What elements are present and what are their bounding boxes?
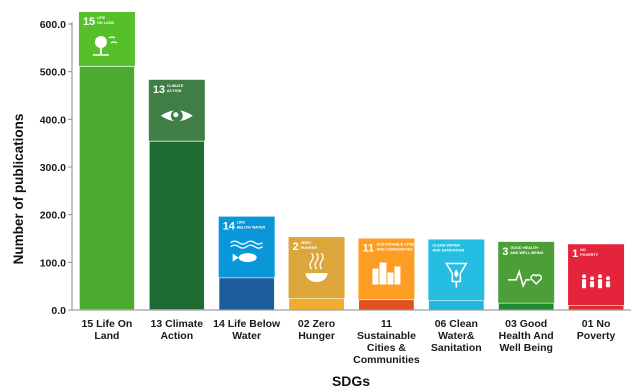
tree-icon	[92, 36, 118, 56]
sdg-label: AND SANITATION	[432, 248, 464, 252]
y-tick-label: 200.0	[40, 210, 66, 222]
x-tick-label: 06 Clean	[435, 318, 478, 330]
x-axis-title: SDGs	[332, 373, 370, 389]
sdg-tile-background	[78, 12, 135, 66]
bars	[78, 65, 625, 311]
y-tick-label: 0.0	[51, 305, 66, 317]
x-tick-label: 15 Life On	[82, 318, 133, 330]
bar	[218, 276, 276, 311]
sdg-number: 13	[153, 84, 165, 96]
y-tick-label: 300.0	[40, 162, 66, 174]
x-tick-label: Water	[232, 330, 261, 342]
heartbeat-icon	[508, 269, 542, 289]
x-tick-label: Sustainable	[357, 330, 416, 342]
x-tick-label: Well Being	[499, 342, 552, 354]
sdg-number: 14	[223, 221, 236, 233]
x-tick-label: Sanitation	[431, 342, 482, 354]
y-axis: 0.0 100.0 200.0 300.0 400.0 500.0 600.0	[40, 19, 73, 317]
bar	[287, 297, 346, 311]
sdg-label: LIFE	[237, 221, 246, 225]
sdg-label: CLIMATE	[167, 84, 184, 88]
sdg-tile-background	[498, 241, 555, 303]
sdg-number: 3	[502, 246, 508, 258]
x-tick-label: Action	[160, 330, 193, 342]
bar	[427, 299, 485, 311]
y-axis-title: Number of publications	[11, 114, 26, 265]
sdg-label: HUNGER	[301, 246, 318, 250]
sdg-tile-background	[288, 237, 345, 299]
sdg-label: ON LAND	[97, 21, 115, 25]
bar	[357, 298, 416, 311]
fish-icon	[230, 240, 264, 263]
x-tick-label: 03 Good	[505, 318, 547, 330]
y-tick-label: 400.0	[40, 114, 66, 126]
sdg-number: 15	[83, 16, 95, 28]
sdg-label: AND WELL-BEING	[510, 251, 543, 255]
sdg-label: AND COMMUNITIES	[376, 248, 413, 252]
sdg-label: NO	[580, 248, 586, 252]
sdg-label: LIFE	[97, 16, 106, 20]
sdg-label: CLEAN WATER	[432, 243, 460, 247]
sdg-label: POVERTY	[580, 253, 599, 257]
x-tick-label: Poverty	[577, 330, 616, 342]
bar	[78, 65, 136, 311]
x-tick-label: 11	[381, 318, 392, 330]
sdg-number: 2	[293, 241, 299, 253]
bar	[497, 302, 555, 311]
bar	[567, 304, 625, 311]
water-drop-icon	[444, 262, 468, 288]
y-tick-label: 500.0	[40, 67, 66, 79]
x-tick-label: Health And	[499, 330, 554, 342]
x-tick-label: 02 Zero	[298, 318, 335, 330]
x-tick-label: Land	[94, 330, 119, 342]
x-tick-label: Cities &	[367, 342, 407, 354]
sdg-tile-background	[568, 244, 625, 306]
sdg-label: ZERO	[301, 241, 312, 245]
x-tick-label: 01 No	[582, 318, 611, 330]
x-tick-label: Water&	[438, 330, 475, 342]
x-tick-label: Hunger	[298, 330, 335, 342]
bowl-icon	[305, 252, 328, 283]
sdg-label: BELOW WATER	[237, 226, 266, 230]
bar	[148, 140, 206, 311]
sdg-label: GOOD HEALTH	[510, 246, 538, 250]
eye-globe-icon	[160, 109, 193, 122]
x-tick-label: 14 Life Below	[213, 318, 281, 330]
sdg-label: ACTION	[167, 89, 182, 93]
y-tick-label: 600.0	[40, 19, 66, 31]
x-tick-label: Communities	[353, 354, 420, 366]
x-tick-label: 13 Climate	[151, 318, 204, 330]
sdg-label: SUSTAINABLE CITIES	[376, 243, 416, 247]
sdg-number: 1	[572, 248, 578, 260]
family-icon	[582, 274, 611, 289]
y-tick-label: 100.0	[40, 257, 66, 269]
sdg-number: 11	[362, 243, 374, 255]
city-icon	[372, 262, 401, 285]
